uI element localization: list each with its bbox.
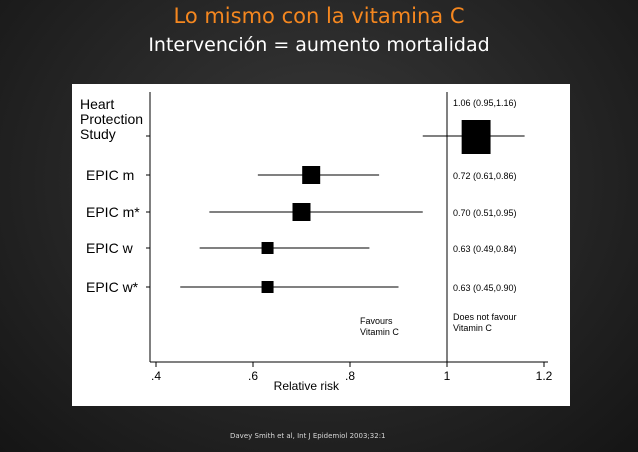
citation: Davey Smith et al, Int J Epidemiol 2003;… [230, 432, 386, 440]
annotation-does-not-favour: Vitamin C [453, 323, 492, 333]
annotation-favours: Favours [360, 316, 393, 326]
study-label: Protection [80, 111, 143, 127]
estimate-text: 1.06 (0.95,1.16) [453, 98, 517, 108]
point-estimate-box [461, 120, 491, 154]
estimate-text: 0.63 (0.49,0.84) [453, 244, 517, 254]
point-estimate-box [292, 203, 311, 221]
x-axis-label: Relative risk [274, 379, 340, 393]
forest-plot: .4 .6 .8 1 1.2 Relative risk HeartProtectionSt… [80, 92, 553, 393]
x-tick-label: 1.2 [536, 369, 553, 383]
point-estimate-box [261, 242, 274, 254]
x-tick-label: .8 [345, 369, 355, 383]
x-tick-label: .4 [151, 369, 161, 383]
estimate-text: 0.72 (0.61,0.86) [453, 171, 517, 181]
x-tick-label: .6 [248, 369, 258, 383]
x-tick-label: 1 [444, 369, 451, 383]
study-label: EPIC m [86, 167, 134, 183]
study-label: Heart [80, 96, 114, 112]
slide-title: Lo mismo con la vitamina C [173, 4, 465, 28]
study-label: Study [80, 126, 116, 142]
forest-plot-figure: .4 .6 .8 1 1.2 Relative risk Heart Protection St… [72, 84, 570, 406]
point-estimate-box [302, 166, 321, 184]
annotation-favours: Vitamin C [360, 327, 399, 337]
estimate-text: 0.63 (0.45,0.90) [453, 283, 517, 293]
estimate-text: 0.70 (0.51,0.95) [453, 208, 517, 218]
point-estimate-box [261, 281, 274, 293]
study-label: EPIC w [86, 240, 134, 256]
study-label: EPIC m* [86, 204, 140, 220]
annotation-does-not-favour: Does not favour [453, 312, 517, 322]
slide-subtitle: Intervención = aumento mortalidad [148, 34, 490, 56]
study-label: EPIC w* [86, 279, 139, 295]
